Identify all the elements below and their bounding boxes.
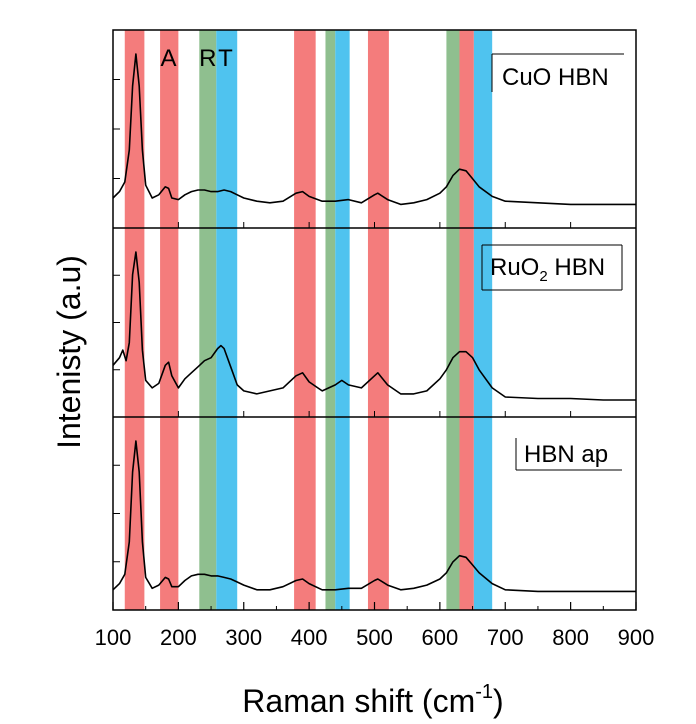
x-axis-title-text: Raman shift (cm <box>242 683 475 719</box>
band-r-2 <box>199 30 217 610</box>
panel-label-cuo-hbn: CuO HBN <box>502 64 609 91</box>
panel-label-hbn-ap: HBN ap <box>524 441 608 468</box>
x-axis-title: Raman shift (cm-1) <box>242 681 503 719</box>
spectra-lines <box>112 53 636 593</box>
band-r-8 <box>446 30 460 610</box>
spectrum-line-2 <box>112 251 636 401</box>
x-tick-label-300: 300 <box>225 625 262 650</box>
x-tick-label-200: 200 <box>160 625 197 650</box>
x-tick-label-700: 700 <box>487 625 524 650</box>
phase-bands <box>124 30 493 610</box>
x-tick-label-800: 800 <box>552 625 589 650</box>
x-axis-title-tail: ) <box>493 683 504 719</box>
x-tick-label-400: 400 <box>291 625 328 650</box>
band-labels: A R T <box>161 45 234 72</box>
axis-ticks: 100 200 300 400 500 600 700 800 900 <box>95 79 655 650</box>
band-t-10 <box>473 30 493 610</box>
x-axis-title-sup: -1 <box>475 681 493 703</box>
legend-hbn-ap: HBN ap <box>515 438 622 471</box>
x-tick-label-900: 900 <box>618 625 655 650</box>
band-a-4 <box>294 30 316 610</box>
x-tick-label-600: 600 <box>422 625 459 650</box>
spectrum-line-3 <box>112 440 636 593</box>
band-t-3 <box>216 30 238 610</box>
band-a-9 <box>459 30 474 610</box>
panel-label-ruo2-hbn: RuO2 HBN <box>490 254 605 285</box>
band-r-5 <box>325 30 336 610</box>
panel-label-ruo: RuO <box>490 254 539 281</box>
band-label-a: A <box>161 45 177 72</box>
band-t-6 <box>335 30 350 610</box>
band-a-0 <box>124 30 145 610</box>
legend-cuo-hbn: CuO HBN <box>491 53 624 92</box>
x-tick-label-500: 500 <box>356 625 393 650</box>
legend-ruo2-hbn: RuO2 HBN <box>481 244 623 291</box>
y-axis-title: Intenisty (a.u) <box>51 255 87 449</box>
band-label-t: T <box>218 45 233 72</box>
band-a-7 <box>367 30 389 610</box>
panel-label-tail: HBN <box>548 254 605 281</box>
band-a-1 <box>160 30 179 610</box>
band-label-r: R <box>199 45 216 72</box>
spectrum-line-1 <box>112 53 636 206</box>
x-tick-label-100: 100 <box>95 625 132 650</box>
panel-label-subscript: 2 <box>539 268 547 285</box>
